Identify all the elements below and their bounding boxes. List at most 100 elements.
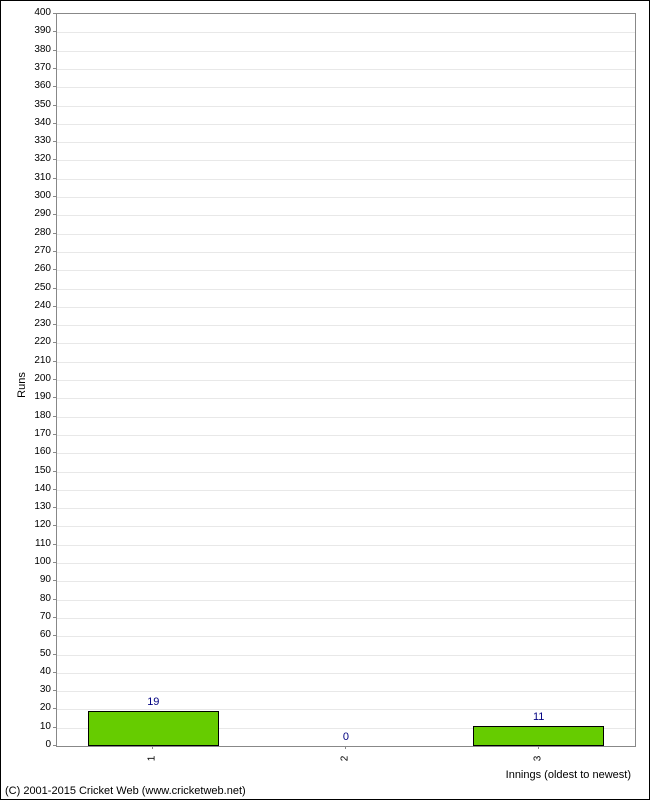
copyright-text: (C) 2001-2015 Cricket Web (www.cricketwe… [5, 785, 246, 797]
y-tick-label: 260 [21, 264, 51, 274]
chart-container: 19011 Runs Innings (oldest to newest) (C… [0, 0, 650, 800]
x-tick-label: 1 [147, 749, 158, 769]
y-tick-label: 230 [21, 319, 51, 329]
y-tick-label: 80 [21, 594, 51, 604]
y-tick-mark [53, 745, 56, 746]
y-tick-mark [53, 342, 56, 343]
y-tick-label: 150 [21, 466, 51, 476]
bar [473, 726, 604, 746]
y-tick-mark [53, 68, 56, 69]
y-tick-mark [53, 251, 56, 252]
y-tick-label: 320 [21, 154, 51, 164]
y-tick-mark [53, 580, 56, 581]
y-tick-label: 290 [21, 209, 51, 219]
gridline [57, 655, 635, 656]
gridline [57, 252, 635, 253]
x-tick-label: 3 [532, 749, 543, 769]
gridline [57, 398, 635, 399]
y-tick-mark [53, 306, 56, 307]
y-tick-label: 40 [21, 667, 51, 677]
y-tick-label: 310 [21, 173, 51, 183]
gridline [57, 691, 635, 692]
y-tick-label: 220 [21, 337, 51, 347]
gridline [57, 453, 635, 454]
gridline [57, 106, 635, 107]
gridline [57, 215, 635, 216]
plot-area: 19011 [56, 13, 636, 747]
gridline [57, 51, 635, 52]
y-tick-mark [53, 288, 56, 289]
y-tick-label: 60 [21, 630, 51, 640]
gridline [57, 380, 635, 381]
gridline [57, 435, 635, 436]
y-tick-label: 50 [21, 649, 51, 659]
bar-value-label: 19 [88, 696, 219, 708]
y-tick-label: 250 [21, 283, 51, 293]
y-tick-mark [53, 86, 56, 87]
x-tick-mark [538, 746, 539, 749]
gridline [57, 490, 635, 491]
gridline [57, 325, 635, 326]
y-tick-label: 330 [21, 136, 51, 146]
y-tick-label: 120 [21, 520, 51, 530]
y-tick-label: 140 [21, 484, 51, 494]
y-tick-mark [53, 562, 56, 563]
y-tick-label: 370 [21, 63, 51, 73]
gridline [57, 197, 635, 198]
y-tick-label: 190 [21, 392, 51, 402]
y-tick-mark [53, 452, 56, 453]
y-tick-label: 350 [21, 100, 51, 110]
y-tick-label: 30 [21, 685, 51, 695]
y-tick-label: 360 [21, 81, 51, 91]
y-tick-mark [53, 708, 56, 709]
gridline [57, 618, 635, 619]
y-tick-label: 280 [21, 228, 51, 238]
y-tick-mark [53, 196, 56, 197]
y-tick-mark [53, 214, 56, 215]
y-tick-label: 100 [21, 557, 51, 567]
bar-value-label: 0 [280, 731, 411, 743]
y-tick-label: 200 [21, 374, 51, 384]
y-tick-label: 300 [21, 191, 51, 201]
gridline [57, 417, 635, 418]
y-tick-mark [53, 654, 56, 655]
gridline [57, 160, 635, 161]
y-tick-mark [53, 123, 56, 124]
y-tick-mark [53, 690, 56, 691]
y-tick-mark [53, 50, 56, 51]
y-tick-label: 170 [21, 429, 51, 439]
y-tick-label: 180 [21, 411, 51, 421]
gridline [57, 179, 635, 180]
y-tick-mark [53, 672, 56, 673]
gridline [57, 526, 635, 527]
y-tick-label: 390 [21, 26, 51, 36]
gridline [57, 600, 635, 601]
y-tick-label: 240 [21, 301, 51, 311]
y-tick-label: 90 [21, 575, 51, 585]
gridline [57, 69, 635, 70]
gridline [57, 362, 635, 363]
gridline [57, 636, 635, 637]
y-tick-label: 0 [21, 740, 51, 750]
y-tick-mark [53, 471, 56, 472]
gridline [57, 508, 635, 509]
gridline [57, 142, 635, 143]
y-tick-label: 380 [21, 45, 51, 55]
y-tick-mark [53, 635, 56, 636]
y-tick-mark [53, 105, 56, 106]
y-tick-mark [53, 599, 56, 600]
y-tick-label: 160 [21, 447, 51, 457]
y-tick-mark [53, 507, 56, 508]
y-tick-label: 110 [21, 539, 51, 549]
y-tick-label: 20 [21, 703, 51, 713]
gridline [57, 124, 635, 125]
y-tick-mark [53, 397, 56, 398]
x-tick-mark [152, 746, 153, 749]
y-tick-mark [53, 416, 56, 417]
y-tick-mark [53, 379, 56, 380]
gridline [57, 563, 635, 564]
y-tick-mark [53, 489, 56, 490]
y-tick-mark [53, 31, 56, 32]
gridline [57, 343, 635, 344]
y-tick-mark [53, 727, 56, 728]
